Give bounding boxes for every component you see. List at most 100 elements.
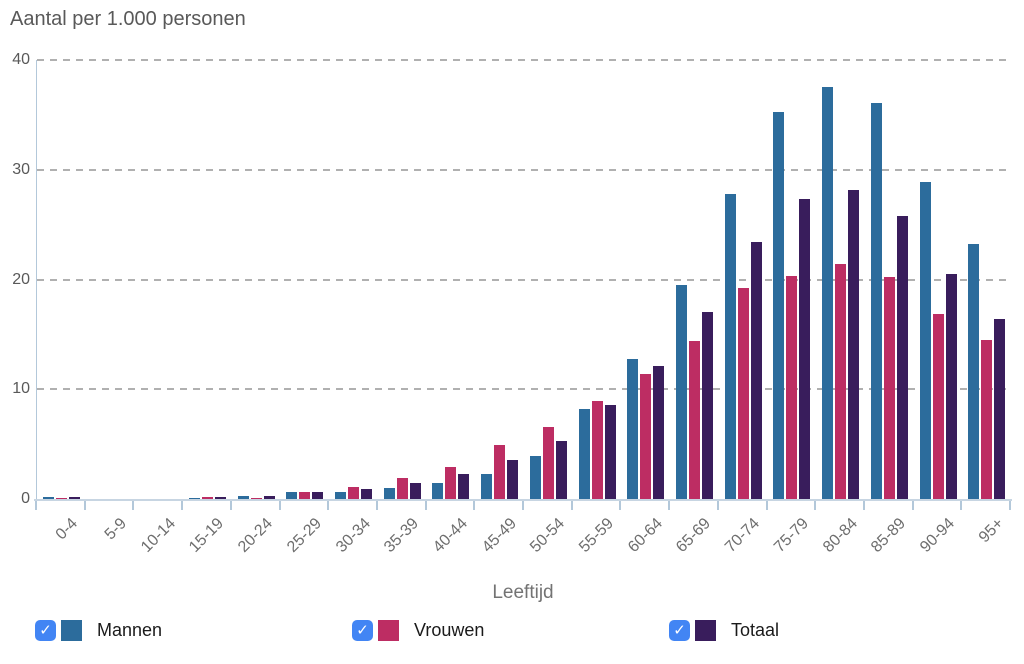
- bar-vrouwen-75-79[interactable]: [786, 276, 798, 499]
- bar-mannen-75-79[interactable]: [773, 111, 785, 499]
- bar-totaal-85-89[interactable]: [896, 215, 908, 499]
- y-axis-label-30: 30: [12, 160, 30, 178]
- bar-totaal-70-74[interactable]: [750, 242, 762, 499]
- x-axis-label-15-19: 15-19: [186, 515, 228, 556]
- bar-group-5-9: [86, 60, 135, 499]
- bar-vrouwen-35-39[interactable]: [396, 478, 408, 499]
- bar-group-25-29: [281, 60, 330, 499]
- x-axis-tick: [1009, 501, 1011, 510]
- bar-group-70-74: [719, 60, 768, 499]
- bar-totaal-15-19[interactable]: [214, 496, 226, 499]
- legend: ✓ Mannen ✓ Vrouwen ✓ Totaal: [35, 620, 995, 641]
- x-axis-label-20-24: 20-24: [235, 515, 277, 556]
- bar-vrouwen-60-64[interactable]: [640, 373, 652, 499]
- checkbox-vrouwen-icon[interactable]: ✓: [352, 620, 373, 641]
- bar-mannen-65-69[interactable]: [675, 285, 687, 499]
- checkbox-totaal-icon[interactable]: ✓: [669, 620, 690, 641]
- bar-mannen-85-89[interactable]: [870, 102, 882, 499]
- bar-vrouwen-90-94[interactable]: [932, 313, 944, 499]
- x-axis-line: [34, 499, 1012, 501]
- gridline-40: [37, 59, 1011, 61]
- bar-totaal-45-49[interactable]: [507, 459, 519, 499]
- x-axis-label-90-94: 90-94: [917, 515, 958, 556]
- bar-vrouwen-65-69[interactable]: [688, 340, 700, 499]
- bar-vrouwen-40-44[interactable]: [445, 467, 457, 499]
- legend-item-vrouwen[interactable]: ✓ Vrouwen: [352, 620, 669, 641]
- bar-mannen-30-34[interactable]: [335, 492, 347, 499]
- x-axis-tick: [862, 501, 865, 510]
- bar-totaal-90-94[interactable]: [945, 274, 957, 499]
- x-axis-label-10-14: 10-14: [137, 515, 179, 556]
- bar-group-95+: [962, 60, 1011, 499]
- bar-group-60-64: [621, 60, 670, 499]
- x-axis-label-60-64: 60-64: [624, 515, 666, 556]
- bar-group-65-69: [670, 60, 719, 499]
- bar-totaal-40-44[interactable]: [458, 473, 470, 499]
- bar-vrouwen-50-54[interactable]: [542, 426, 554, 499]
- bar-vrouwen-55-59[interactable]: [591, 401, 603, 499]
- bar-totaal-35-39[interactable]: [409, 482, 421, 499]
- bar-vrouwen-15-19[interactable]: [201, 496, 213, 499]
- bar-mannen-90-94[interactable]: [919, 181, 931, 499]
- bar-totaal-65-69[interactable]: [701, 312, 713, 499]
- legend-swatch-vrouwen: [378, 620, 399, 641]
- legend-label-totaal: Totaal: [731, 620, 780, 640]
- x-axis-title: Leeftijd: [492, 582, 554, 603]
- bar-vrouwen-45-49[interactable]: [494, 445, 506, 499]
- x-axis-label-70-74: 70-74: [722, 515, 764, 556]
- bar-vrouwen-30-34[interactable]: [348, 486, 360, 499]
- bar-totaal-50-54[interactable]: [555, 440, 567, 499]
- bar-mannen-25-29[interactable]: [286, 492, 298, 499]
- bar-mannen-20-24[interactable]: [237, 495, 249, 499]
- bar-totaal-55-59[interactable]: [604, 404, 616, 499]
- gridline-30: [37, 168, 1011, 171]
- bar-group-20-24: [232, 60, 281, 499]
- bar-group-15-19: [183, 60, 232, 499]
- checkbox-mannen-icon[interactable]: ✓: [35, 620, 56, 641]
- y-axis-label-20: 20: [12, 270, 30, 288]
- x-axis-tick: [814, 501, 817, 510]
- bar-mannen-80-84[interactable]: [822, 87, 834, 499]
- bar-vrouwen-85-89[interactable]: [883, 277, 895, 499]
- bar-mannen-0-4[interactable]: [42, 496, 54, 499]
- x-axis-label-80-84: 80-84: [819, 515, 861, 556]
- bar-group-10-14: [134, 60, 183, 499]
- bar-vrouwen-95+[interactable]: [981, 339, 993, 499]
- bar-totaal-20-24[interactable]: [263, 495, 275, 499]
- x-axis-label-85-89: 85-89: [868, 515, 910, 556]
- bar-mannen-45-49[interactable]: [481, 473, 493, 499]
- bar-vrouwen-25-29[interactable]: [299, 492, 311, 499]
- bar-vrouwen-70-74[interactable]: [737, 288, 749, 499]
- gridline-20: [37, 278, 1011, 281]
- x-axis-label-55-59: 55-59: [576, 515, 618, 556]
- bar-mannen-95+[interactable]: [968, 244, 980, 499]
- x-axis-label-25-29: 25-29: [283, 515, 325, 556]
- bar-mannen-70-74[interactable]: [724, 193, 736, 499]
- legend-item-totaal[interactable]: ✓ Totaal: [669, 620, 986, 641]
- bar-vrouwen-0-4[interactable]: [55, 497, 67, 499]
- bar-mannen-15-19[interactable]: [188, 498, 200, 499]
- bar-totaal-25-29[interactable]: [312, 492, 324, 499]
- bar-group-75-79: [768, 60, 817, 499]
- bar-mannen-60-64[interactable]: [627, 358, 639, 499]
- bar-vrouwen-20-24[interactable]: [250, 497, 262, 499]
- bar-totaal-75-79[interactable]: [799, 199, 811, 499]
- bar-mannen-35-39[interactable]: [383, 488, 395, 499]
- bar-totaal-80-84[interactable]: [848, 189, 860, 499]
- bar-mannen-50-54[interactable]: [529, 456, 541, 499]
- legend-label-mannen: Mannen: [97, 620, 163, 640]
- bar-vrouwen-80-84[interactable]: [835, 264, 847, 499]
- bar-group-80-84: [816, 60, 865, 499]
- bar-group-30-34: [329, 60, 378, 499]
- bar-totaal-0-4[interactable]: [68, 496, 80, 499]
- x-axis-tick: [278, 501, 281, 510]
- legend-item-mannen[interactable]: ✓ Mannen: [35, 620, 352, 641]
- bar-mannen-40-44[interactable]: [432, 482, 444, 499]
- bar-totaal-95+[interactable]: [994, 319, 1006, 499]
- x-axis-tick: [229, 501, 232, 510]
- bar-totaal-60-64[interactable]: [653, 366, 665, 499]
- bar-mannen-55-59[interactable]: [578, 409, 590, 499]
- bar-group-50-54: [524, 60, 573, 499]
- bar-totaal-30-34[interactable]: [361, 489, 373, 499]
